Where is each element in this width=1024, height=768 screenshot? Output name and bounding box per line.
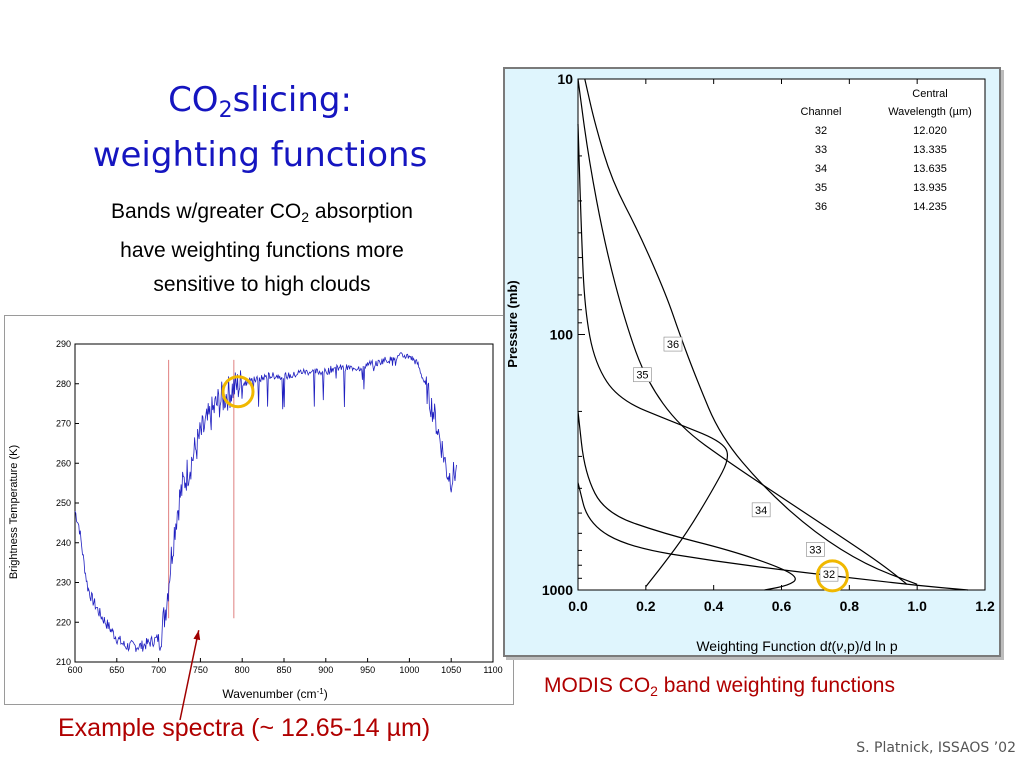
wf-curve-label-box xyxy=(806,542,825,557)
slide-title: CO2slicing: weighting functions xyxy=(92,80,428,175)
spectrum-chart-panel: 600 650 700 750 800 850 900 950 1000 1050 1100 210 2… xyxy=(4,315,514,705)
table-header-wavelength: Wavelength (µm) xyxy=(888,106,972,118)
wf-curve-label-box xyxy=(663,336,683,352)
pointer-arrow xyxy=(179,630,200,721)
spectrum-axes: 600 650 700 750 800 850 900 950 1000 1050 1100 210 2… xyxy=(56,339,503,675)
spectrum-y-tick-label: 220 xyxy=(56,617,71,627)
channel-wavelength-table: Central Channel Wavelength (µm) 32 12.02… xyxy=(801,88,972,213)
table-channel: 33 xyxy=(815,144,827,156)
wf-curve-label-box xyxy=(633,367,652,383)
spectrum-y-tick-label: 240 xyxy=(56,538,71,548)
spectrum-y-tick-label: 290 xyxy=(56,339,71,349)
author-credit: S. Platnick, ISSAOS ’02 xyxy=(856,740,1016,756)
wf-curve-channel-32 xyxy=(577,482,969,591)
weighting-function-chart: 0.0 0.2 0.4 0.6 0.8 1.0 1.2 10 100 1000 36 35 34 33 32… xyxy=(505,71,995,654)
wf-x-tick-label: 0.0 xyxy=(568,598,588,614)
wf-curve-channel-33 xyxy=(577,411,796,591)
spectrum-x-tick-label: 1050 xyxy=(441,665,461,675)
spectrum-x-tick-label: 600 xyxy=(67,665,82,675)
table-wavelength: 13.335 xyxy=(913,144,947,156)
wf-y-axis-label: Pressure (mb) xyxy=(505,280,520,367)
spectrum-x-axis-label: Wavenumber (cm-1) xyxy=(222,687,327,702)
wf-highlight-circle xyxy=(815,559,849,593)
spectrum-x-tick-label: 1100 xyxy=(483,665,502,675)
spectrum-y-tick-label: 250 xyxy=(56,498,71,508)
wf-curve-channel-36 xyxy=(584,78,918,585)
spectrum-x-tick-label: 950 xyxy=(360,665,375,675)
wf-curve-label: 35 xyxy=(636,370,648,382)
wf-x-tick-label: 1.0 xyxy=(907,598,927,614)
table-header-central: Central xyxy=(912,88,947,100)
wf-y-tick-label: 1000 xyxy=(542,582,573,598)
table-wavelength: 13.635 xyxy=(913,163,947,175)
table-header-channel: Channel xyxy=(801,106,842,118)
slide-subtitle: Bands w/greater CO2 absorption have weig… xyxy=(111,200,413,296)
spectrum-y-tick-label: 270 xyxy=(56,419,71,429)
spectrum-y-tick-label: 210 xyxy=(56,657,71,667)
table-wavelength: 13.935 xyxy=(913,182,947,194)
spectrum-x-tick-label: 850 xyxy=(276,665,291,675)
wf-x-tick-label: 0.2 xyxy=(636,598,656,614)
wf-y-tick-label: 10 xyxy=(557,71,573,87)
wf-x-tick-label: 0.8 xyxy=(840,598,860,614)
spectrum-x-tick-label: 750 xyxy=(193,665,208,675)
wf-x-axis-label: Weighting Function dt(ν,p)/d ln p xyxy=(696,638,898,654)
wf-y-tick-label: 100 xyxy=(550,327,574,343)
spectrum-highlight-circle xyxy=(221,375,255,409)
table-channel: 36 xyxy=(815,201,827,213)
spectrum-chart: 600 650 700 750 800 850 900 950 1000 1050 1100 210 2… xyxy=(8,339,503,702)
modis-caption: MODIS CO2 band weighting functions xyxy=(544,674,895,699)
table-wavelength: 14.235 xyxy=(913,201,947,213)
spectrum-x-tick-label: 800 xyxy=(235,665,250,675)
table-channel: 34 xyxy=(815,163,827,175)
wf-curve-label: 32 xyxy=(823,569,835,581)
wf-curve-label: 34 xyxy=(755,505,767,517)
wf-curve-channel-34 xyxy=(577,123,729,587)
weighting-function-panel: 0.0 0.2 0.4 0.6 0.8 1.0 1.2 10 100 1000 36 35 34 33 32… xyxy=(503,67,1001,657)
wf-curve-channel-35 xyxy=(577,78,908,585)
wf-x-tick-label: 1.2 xyxy=(975,598,995,614)
spectrum-x-tick-label: 650 xyxy=(109,665,124,675)
table-channel: 32 xyxy=(815,125,827,137)
spectrum-y-tick-label: 260 xyxy=(56,458,71,468)
table-channel: 35 xyxy=(815,182,827,194)
spectrum-y-axis-label: Brightness Temperature (K) xyxy=(8,445,20,579)
spectrum-y-tick-label: 230 xyxy=(56,578,71,588)
wf-curve-label-box xyxy=(819,566,839,582)
weighting-function-axes: 0.0 0.2 0.4 0.6 0.8 1.0 1.2 10 100 1000 36 35 34 33 32 xyxy=(542,71,995,614)
spectrum-line xyxy=(74,352,457,652)
wf-curve-label: 36 xyxy=(667,339,679,351)
wf-curve-label-box xyxy=(751,502,771,518)
pointer-arrow-head xyxy=(193,630,201,641)
wf-curve-label: 33 xyxy=(809,544,821,556)
wf-x-tick-label: 0.6 xyxy=(772,598,792,614)
spectrum-y-tick-label: 280 xyxy=(56,379,71,389)
spectrum-x-tick-label: 700 xyxy=(151,665,166,675)
wf-plot-frame xyxy=(577,78,986,591)
spectrum-x-tick-label: 900 xyxy=(318,665,333,675)
spectrum-x-tick-label: 1000 xyxy=(399,665,419,675)
example-spectra-caption: Example spectra (~ 12.65-14 µm) xyxy=(58,714,431,742)
wf-x-tick-label: 0.4 xyxy=(704,598,724,614)
table-wavelength: 12.020 xyxy=(913,125,947,137)
